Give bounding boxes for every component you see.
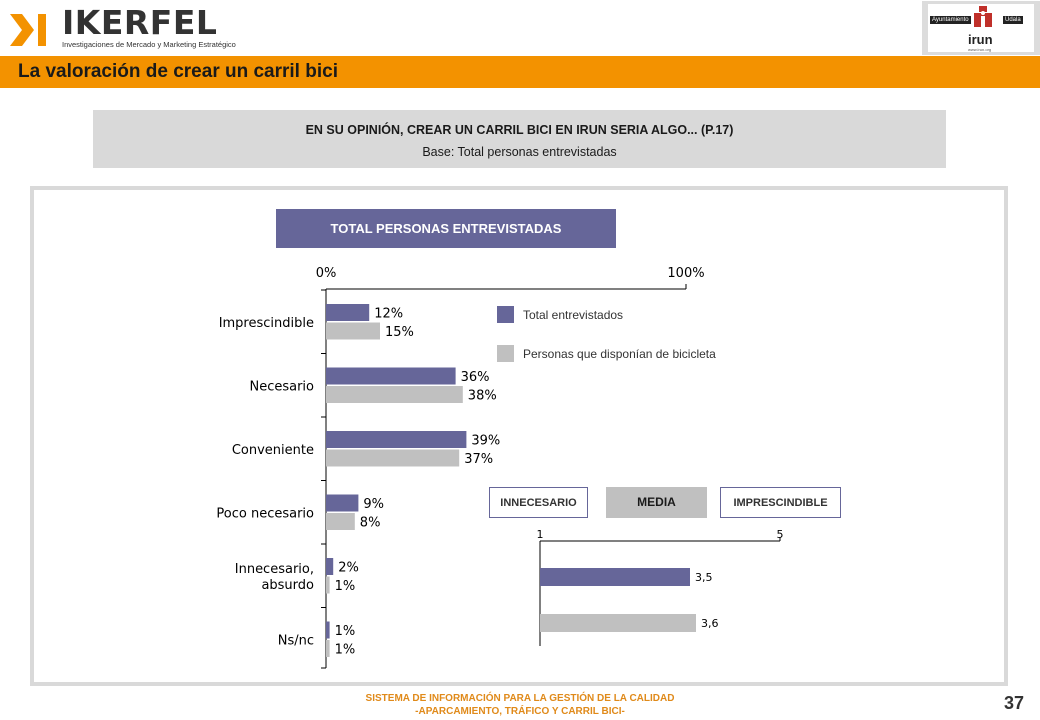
legend-label-bicycle: Personas que disponían de bicicleta (523, 347, 716, 361)
category-label: Imprescindible (219, 316, 314, 331)
data-label: 2% (338, 561, 359, 576)
slide-title: La valoración de crear un carril bici (18, 61, 338, 82)
partner-logo-url: www.irun.org (968, 47, 992, 52)
bar-total (326, 304, 370, 321)
data-label: 1% (335, 624, 356, 639)
data-label: 9% (363, 497, 384, 512)
partner-logo-word: irun (968, 32, 993, 47)
chart-frame (30, 186, 1008, 686)
brand-name: IKERFEL (62, 3, 218, 42)
scale-low-label: INNECESARIO (489, 487, 588, 518)
media-data-label: 3,6 (701, 617, 719, 630)
partner-logo-right-tag: Udala (1003, 16, 1023, 24)
media-tick-label: 5 (777, 528, 784, 541)
chart-header: TOTAL PERSONAS ENTREVISTADAS (276, 209, 616, 248)
bar-bicycle (326, 640, 330, 657)
bar-bicycle (326, 386, 463, 403)
data-label: 8% (360, 516, 381, 531)
category-label: absurdo (261, 578, 314, 593)
bar-total (326, 558, 334, 575)
data-label: 36% (461, 370, 490, 385)
legend-swatch-bicycle (497, 345, 514, 362)
media-title: MEDIA (606, 487, 707, 518)
media-bar-bicycle (540, 614, 696, 632)
bar-bicycle (326, 449, 460, 467)
footer-line-2: -APARCAMIENTO, TRÁFICO Y CARRIL BICI- (415, 706, 625, 717)
category-label: Innecesario, (235, 562, 314, 577)
data-label: 1% (335, 643, 356, 658)
bar-total (326, 621, 330, 639)
data-label: 38% (468, 389, 497, 404)
bar-total (326, 431, 467, 448)
ikerfel-logo-mark (10, 14, 46, 46)
bar-bicycle (326, 513, 355, 530)
data-label: 12% (374, 307, 403, 322)
legend-label-total: Total entrevistados (523, 308, 624, 322)
bar-bicycle (326, 576, 330, 594)
bar-total (326, 367, 456, 385)
title-bar (0, 56, 1040, 88)
question-base: Base: Total personas entrevistadas (422, 145, 617, 159)
footer-line-1: SISTEMA DE INFORMACIÓN PARA LA GESTIÓN D… (365, 693, 675, 704)
data-label: 1% (335, 579, 356, 594)
bar-total (326, 494, 359, 512)
partner-logo-left-tag: Ayuntamiento (930, 16, 971, 24)
brand-tagline: Investigaciones de Mercado y Marketing E… (62, 40, 236, 49)
category-label: Poco necesario (216, 506, 314, 521)
x-tick-label: 0% (316, 266, 337, 281)
question-box (93, 110, 946, 168)
media-bar-total (540, 568, 690, 586)
bar-bicycle (326, 322, 380, 340)
x-tick-label: 100% (667, 266, 704, 281)
data-label: 37% (464, 452, 493, 467)
data-label: 39% (471, 434, 500, 449)
category-label: Conveniente (232, 443, 314, 458)
question-text: EN SU OPINIÓN, CREAR UN CARRIL BICI EN I… (305, 123, 734, 137)
irun-crest-icon (974, 6, 992, 27)
data-label: 15% (385, 325, 414, 340)
media-data-label: 3,5 (695, 571, 713, 584)
legend-swatch-total (497, 306, 514, 323)
category-label: Ns/nc (278, 633, 314, 648)
scale-high-label: IMPRESCINDIBLE (720, 487, 841, 518)
media-tick-label: 1 (537, 528, 544, 541)
category-label: Necesario (249, 379, 314, 394)
page-number: 37 (1004, 693, 1025, 713)
